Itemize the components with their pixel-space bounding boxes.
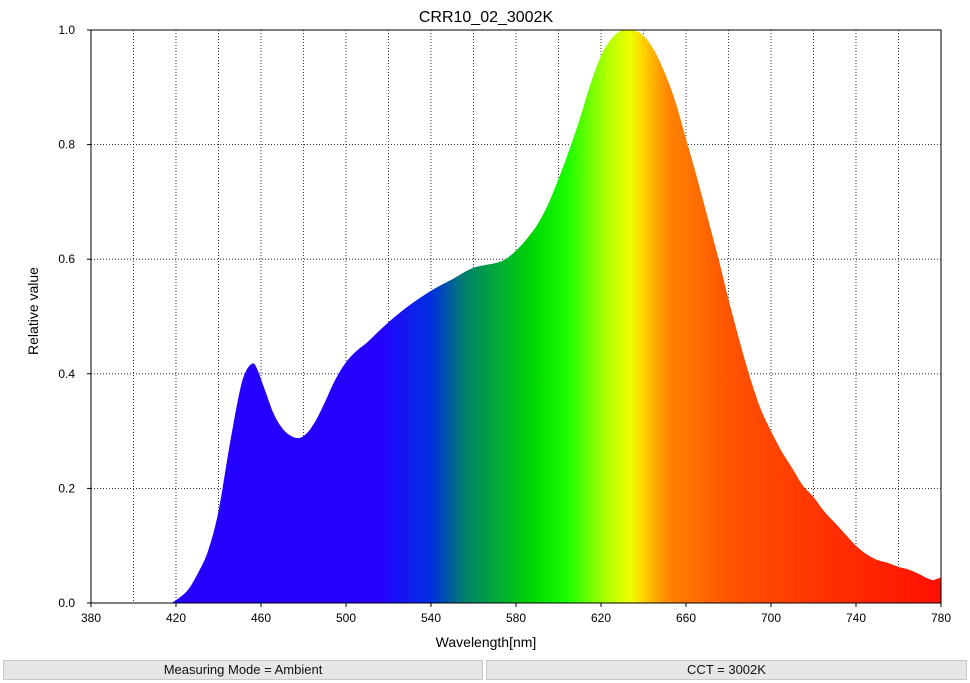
y-tick-label: 0.6 (58, 252, 75, 266)
x-tick-label: 620 (591, 611, 611, 625)
y-tick-label: 1.0 (58, 23, 75, 37)
chart-title: CRR10_02_3002K (419, 9, 554, 26)
y-tick-label: 0.0 (58, 596, 75, 610)
x-tick-label: 740 (846, 611, 866, 625)
x-tick-label: 380 (81, 611, 101, 625)
cct-status: CCT = 3002K (486, 660, 967, 680)
x-tick-label: 780 (931, 611, 951, 625)
x-tick-label: 700 (761, 611, 781, 625)
x-axis-ticks: 380 420 460 500 540 580 620 660 700 740 780 (81, 603, 951, 625)
y-tick-label: 0.8 (58, 138, 75, 152)
y-axis-label: Relative value (25, 267, 41, 355)
x-tick-label: 580 (506, 611, 526, 625)
spectrum-chart: 380 420 460 500 540 580 620 660 700 740 780 0.0 0.2… (25, 9, 951, 650)
x-tick-label: 420 (166, 611, 186, 625)
y-tick-label: 0.4 (58, 367, 75, 381)
x-tick-label: 460 (251, 611, 271, 625)
status-bar: Measuring Mode = Ambient CCT = 3002K (0, 658, 970, 683)
measuring-mode-status: Measuring Mode = Ambient (3, 660, 483, 680)
x-tick-label: 540 (421, 611, 441, 625)
x-tick-label: 500 (336, 611, 356, 625)
x-tick-label: 660 (676, 611, 696, 625)
x-axis-label: Wavelength[nm] (436, 634, 537, 650)
y-axis-ticks: 0.0 0.2 0.4 0.6 0.8 1.0 (58, 23, 91, 610)
y-tick-label: 0.2 (58, 481, 75, 495)
spectrum-area (171, 30, 942, 603)
